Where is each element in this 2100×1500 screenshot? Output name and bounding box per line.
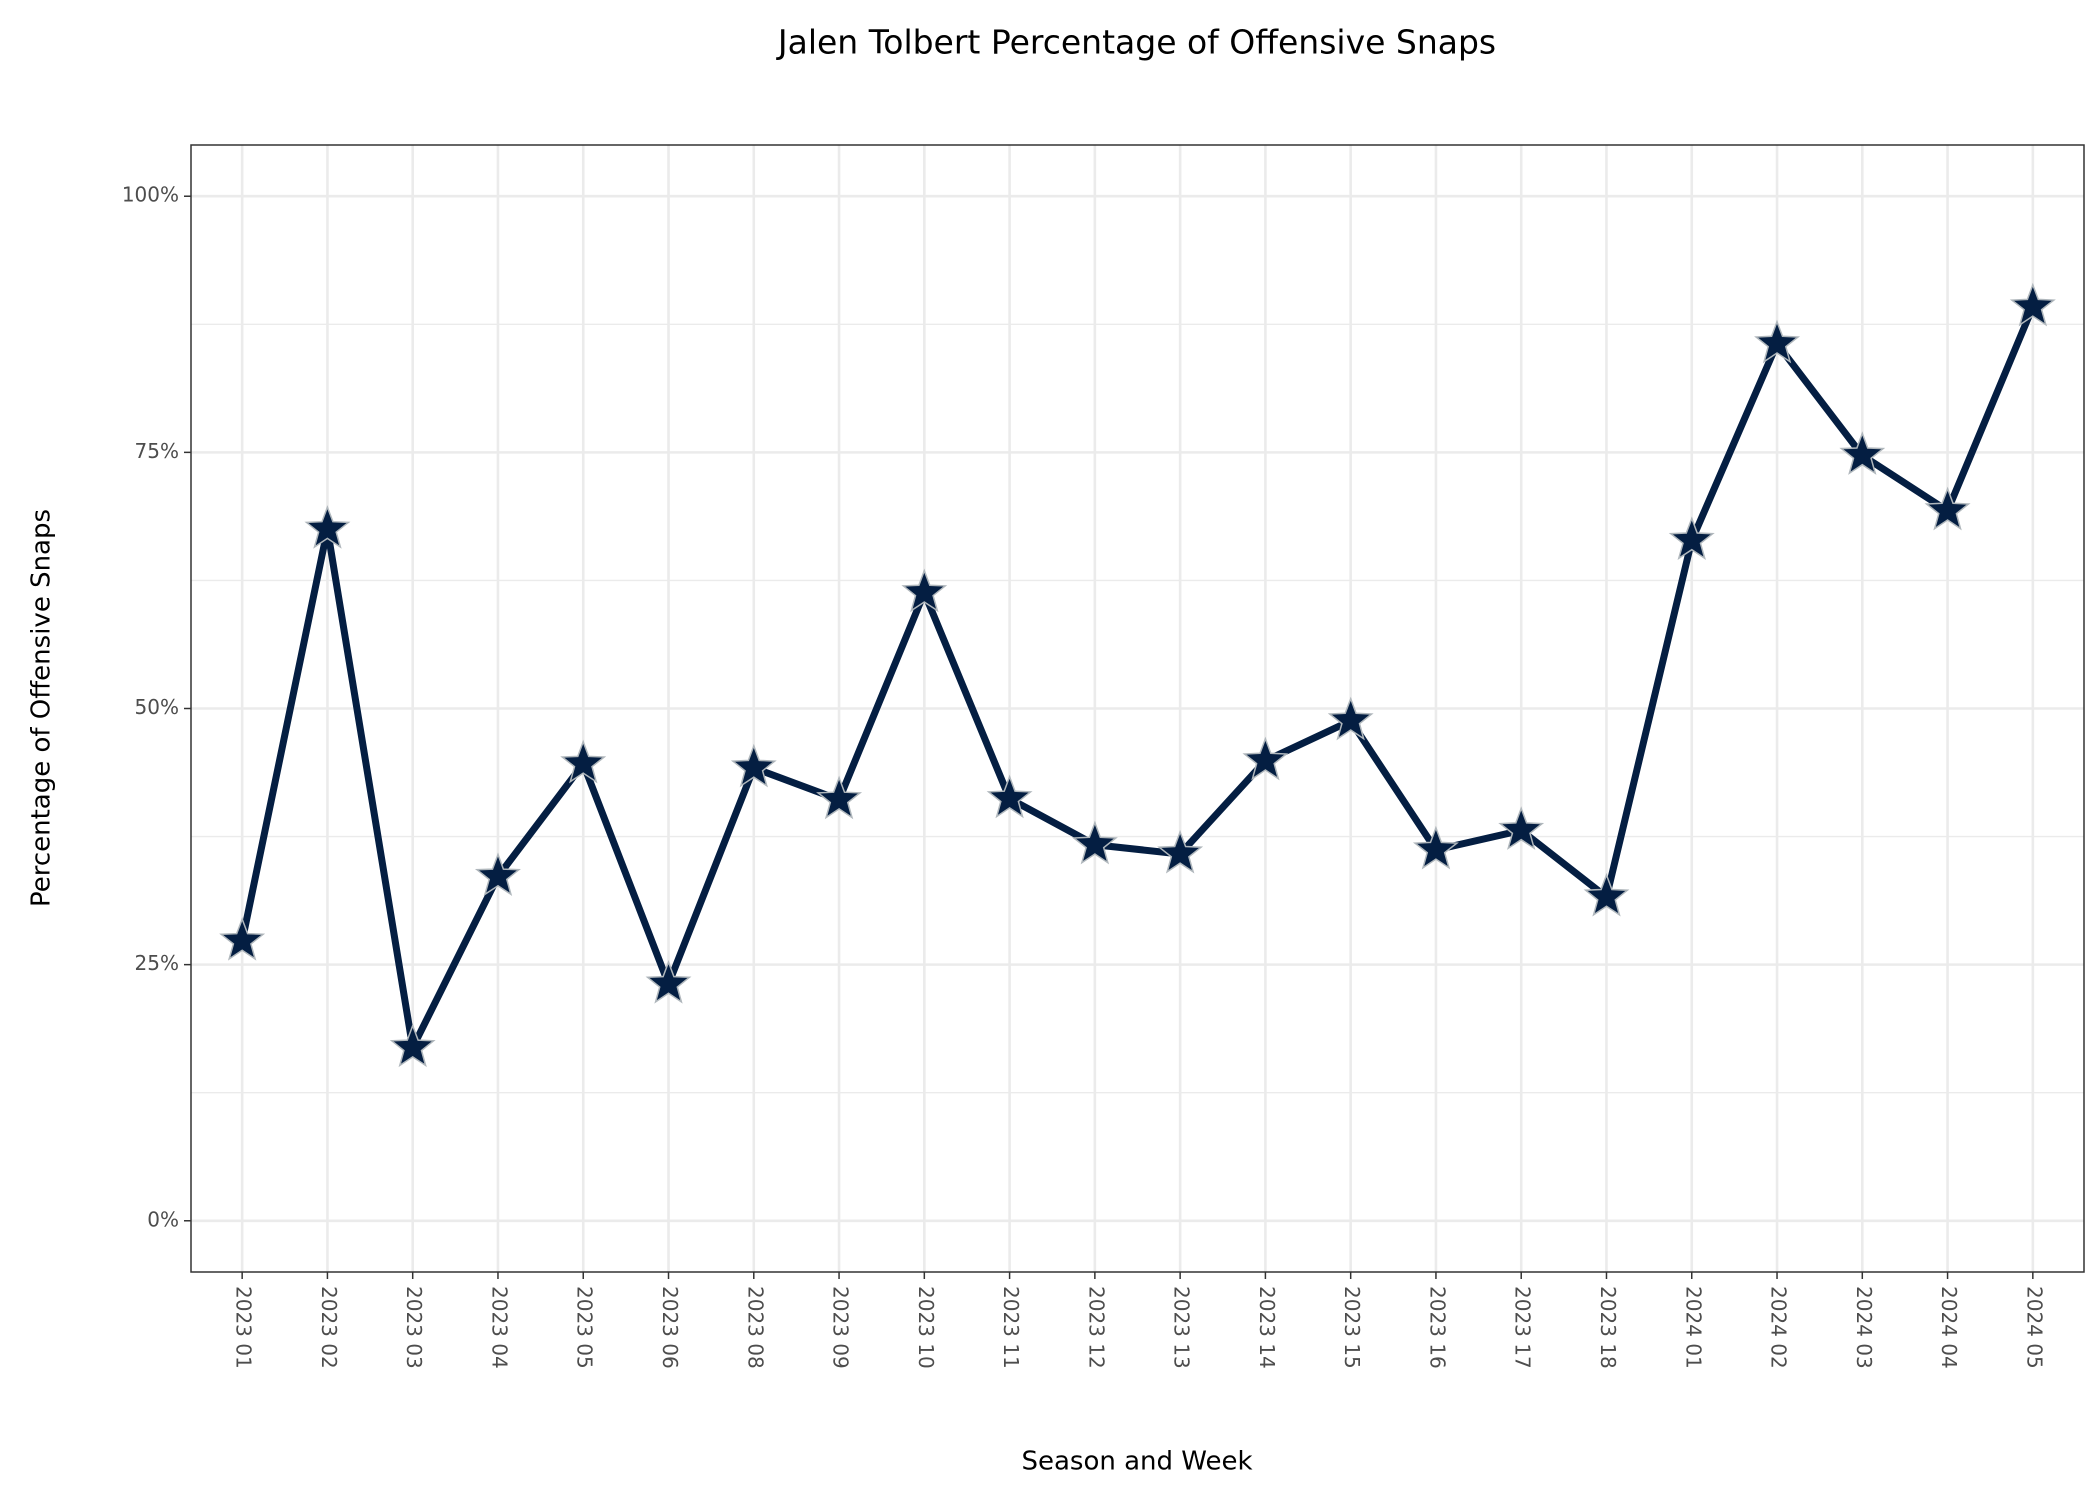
y-tick-label: 50% [135, 695, 179, 719]
x-axis-title: Season and Week [1021, 1447, 1252, 1477]
x-tick-label: 2023 04 [487, 1286, 511, 1369]
x-tick-label: 2023 06 [658, 1286, 682, 1369]
point [389, 1023, 436, 1068]
y-axis-title: Percentage of Offensive Snaps [27, 509, 57, 907]
point [1071, 820, 1118, 865]
x-tick-label: 2023 14 [1255, 1286, 1279, 1369]
point [1498, 806, 1545, 850]
x-tick-label: 2024 05 [2022, 1286, 2046, 1369]
point [645, 959, 692, 1004]
point [816, 775, 863, 820]
y-tick-label: 100% [122, 183, 179, 207]
point [1668, 516, 1715, 561]
x-tick-label: 2023 10 [914, 1286, 938, 1369]
x-tick-label: 2023 03 [402, 1286, 426, 1369]
x-tick-label: 2023 15 [1340, 1286, 1364, 1369]
point [901, 568, 948, 613]
point [1754, 319, 1801, 364]
point [730, 743, 777, 788]
x-tick-label: 2023 16 [1425, 1286, 1449, 1369]
x-tick-label: 2023 18 [1596, 1286, 1620, 1369]
x-tick-label: 2023 02 [317, 1286, 341, 1369]
y-tick-label: 75% [135, 439, 179, 463]
x-tick-label: 2023 05 [573, 1286, 597, 1369]
chart-title: Jalen Tolbert Percentage of Offensive Sn… [776, 23, 1496, 62]
point [1583, 872, 1630, 917]
point [2009, 282, 2056, 327]
point [1327, 696, 1374, 741]
y-tick-label: 0% [147, 1207, 179, 1231]
point [986, 774, 1033, 819]
x-tick-label: 2023 11 [999, 1286, 1023, 1369]
x-tick-label: 2023 17 [1511, 1286, 1535, 1369]
point [1839, 431, 1886, 475]
y-tick-label: 25% [135, 951, 179, 975]
x-tick-label: 2023 09 [829, 1286, 853, 1369]
point [1412, 825, 1459, 870]
point [1924, 486, 1971, 531]
x-tick-label: 2024 01 [1681, 1286, 1705, 1369]
x-tick-label: 2023 08 [743, 1286, 767, 1369]
x-tick-label: 2023 01 [232, 1286, 256, 1369]
x-tick-label: 2024 04 [1937, 1286, 1961, 1369]
line [238, 305, 2037, 1052]
point [1157, 829, 1204, 874]
point [219, 916, 266, 961]
x-tick-label: 2024 03 [1852, 1286, 1876, 1369]
x-tick-label: 2024 02 [1767, 1286, 1791, 1369]
point [1242, 736, 1289, 781]
x-tick-label: 2023 13 [1170, 1286, 1194, 1369]
point [304, 505, 351, 549]
point [560, 739, 607, 784]
x-tick-label: 2023 12 [1084, 1286, 1108, 1369]
point [474, 852, 521, 897]
